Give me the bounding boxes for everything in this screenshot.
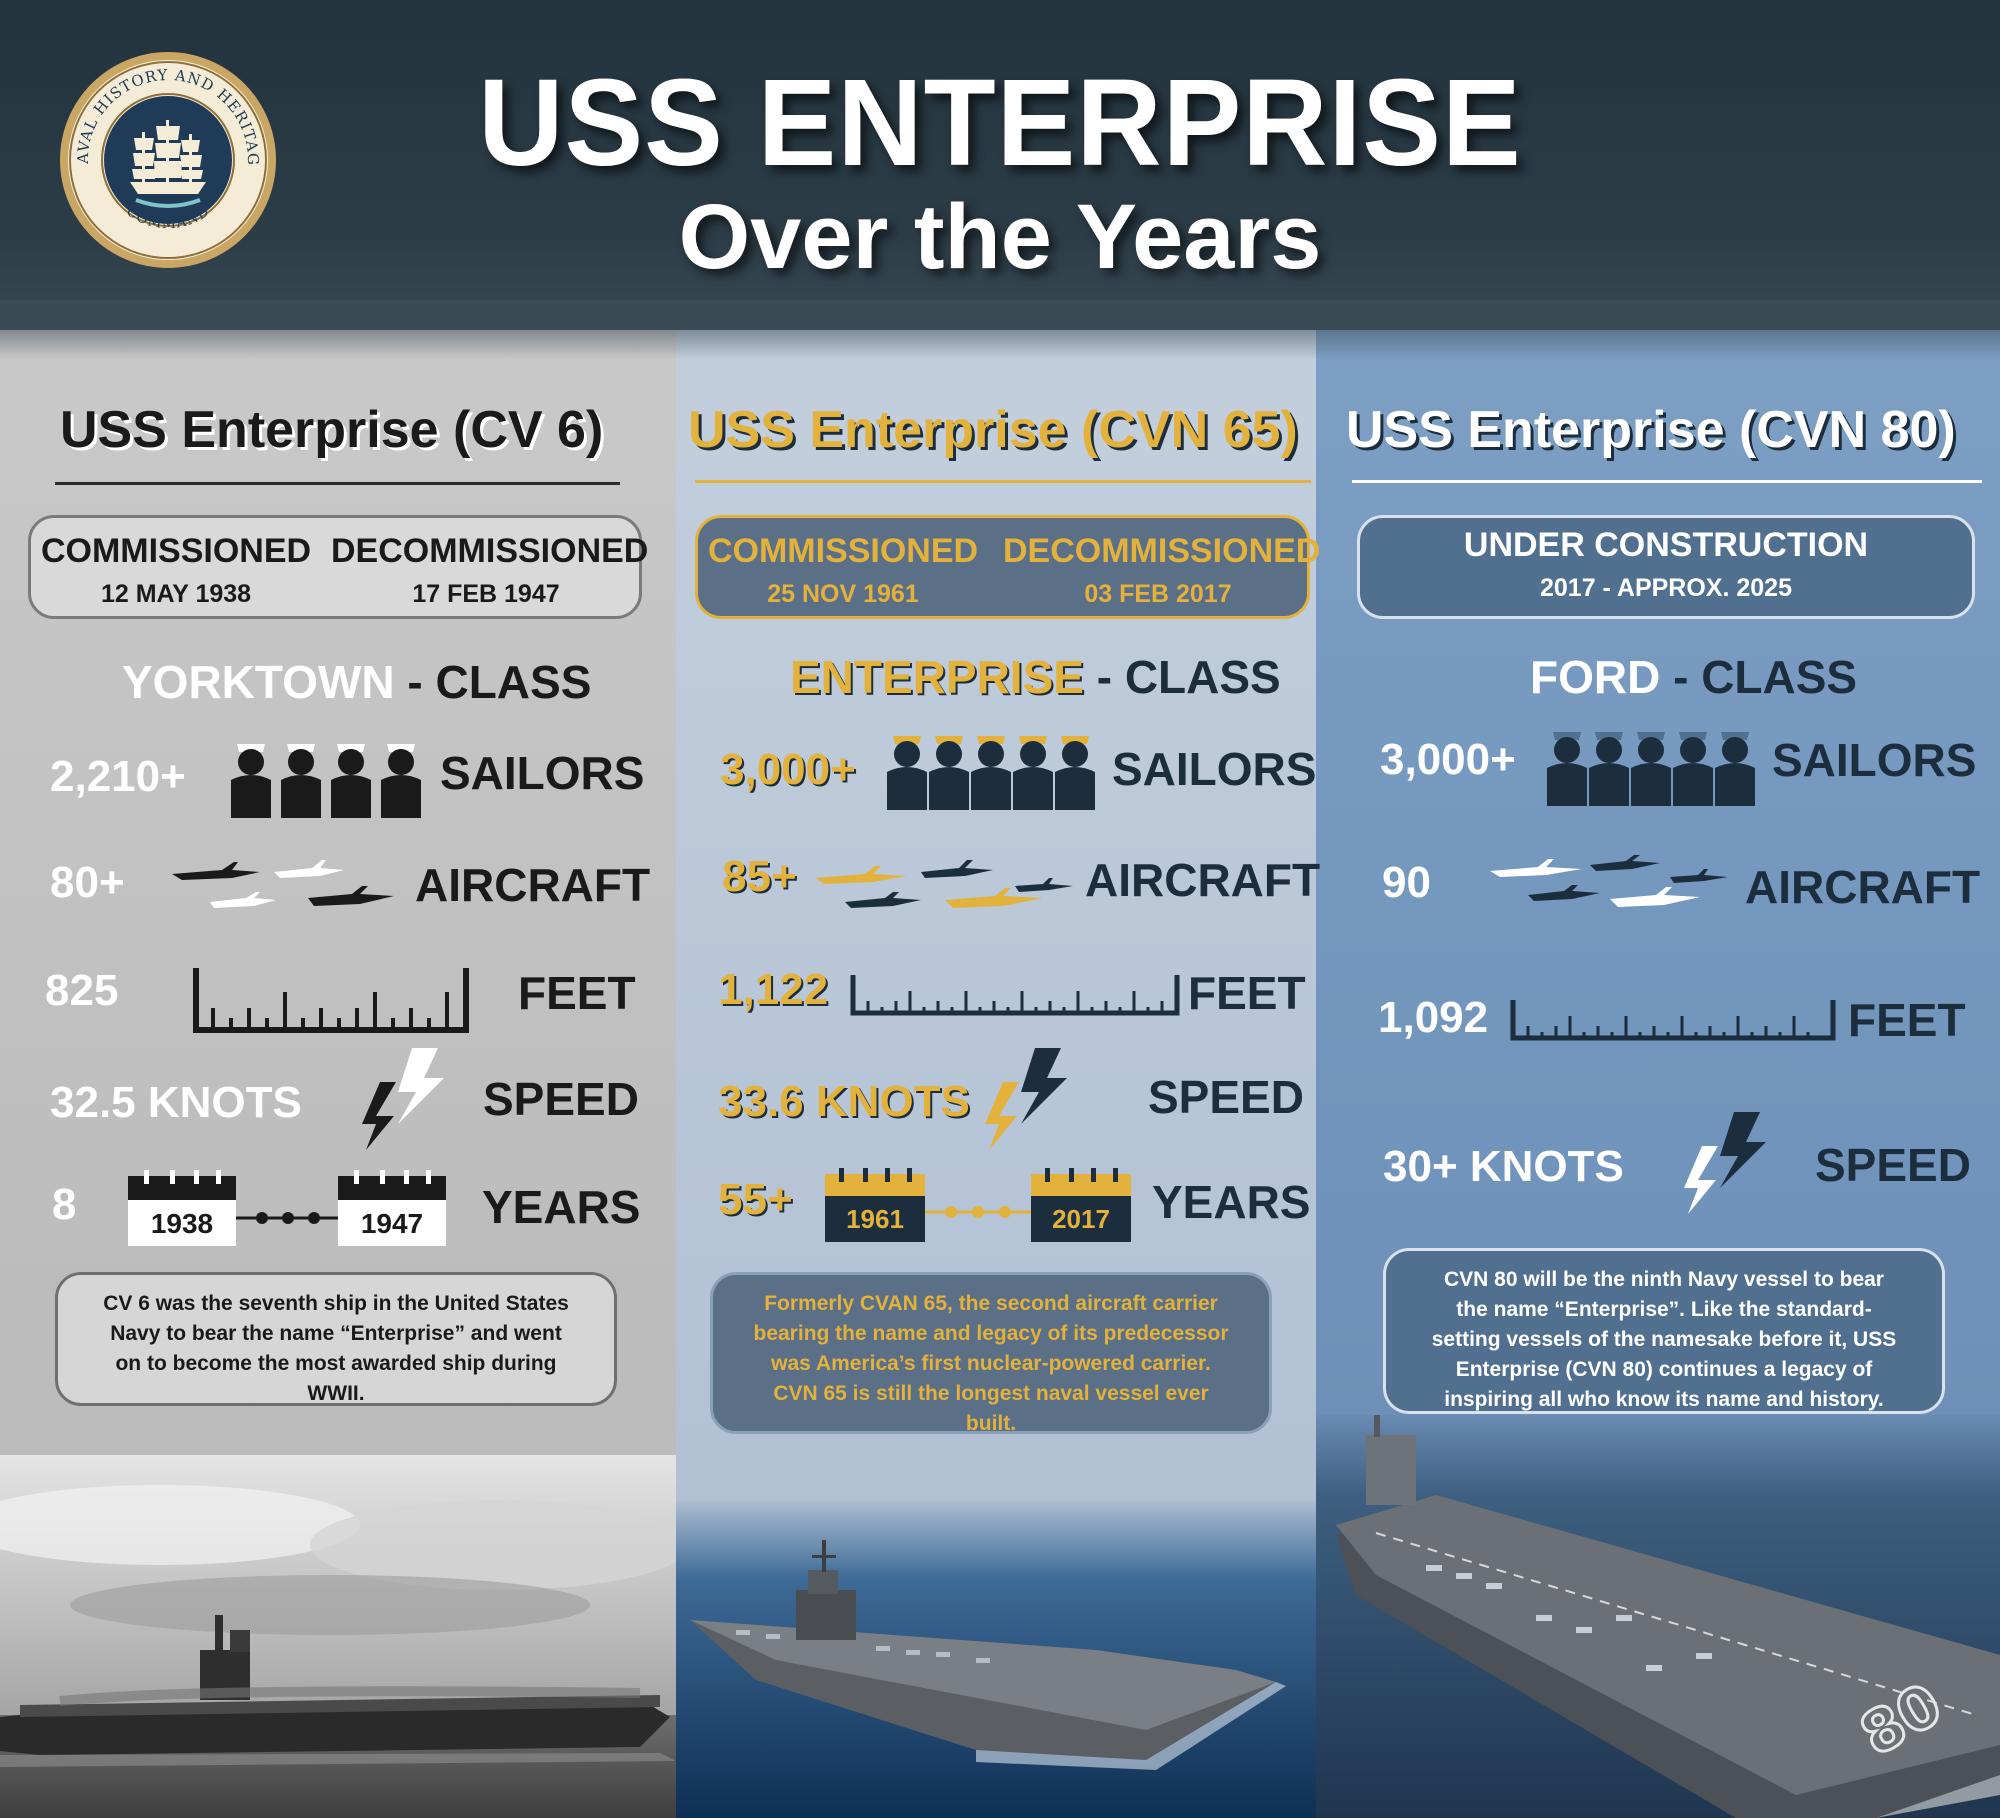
page-title: USS ENTERPRISE	[478, 53, 1522, 193]
aircraft-icons-cv6	[172, 858, 402, 924]
service-dates-cv6: COMMISSIONED 12 MAY 1938 DECOMMISSIONED …	[28, 515, 649, 619]
ruler-icon-cvn80	[1510, 1000, 1836, 1042]
speed-label-cvn65: SPEED	[1148, 1071, 1304, 1123]
speed-value-cv6: 32.5 KNOTS	[50, 1078, 302, 1127]
decommissioned-label: DECOMMISSIONED	[1003, 532, 1321, 570]
aircraft-label-cv6: AIRCRAFT	[415, 859, 651, 911]
feet-label-cvn65: FEET	[1188, 967, 1306, 1019]
sailors-label-cvn65: SAILORS	[1112, 743, 1317, 795]
class-cvn80: FORD - CLASS	[1530, 650, 1857, 704]
commissioned-label: COMMISSIONED	[40, 532, 312, 570]
lightning-icon-cvn65	[985, 1048, 1067, 1150]
calendar-icon	[338, 1170, 446, 1246]
feet-count-cv6: 825	[45, 966, 119, 1015]
service-dates-cvn65: COMMISSIONED 25 NOV 1961 DECOMMISSIONED …	[695, 515, 1321, 619]
year-end: 1947	[360, 1208, 424, 1239]
aircraft-icons-cvn80	[1490, 855, 1730, 917]
sailor-icons-cvn65	[885, 732, 1095, 810]
jet-icon	[815, 860, 1073, 908]
timeline-cvn65: 1961 2017	[825, 1168, 1131, 1242]
header-banner	[0, 0, 2000, 340]
decommissioned-date: 17 FEB 1947	[412, 580, 560, 608]
decommissioned-date: 03 FEB 2017	[1084, 580, 1232, 608]
class-name: ENTERPRISE	[790, 651, 1084, 703]
ship-photo-cvn65	[676, 1500, 1316, 1818]
jet-icon	[1490, 855, 1728, 907]
divider-cvn80	[1352, 480, 1982, 483]
status-label: UNDER CONSTRUCTION	[1463, 526, 1869, 564]
class-name: YORKTOWN	[122, 656, 395, 708]
years-count-cv6: 8	[52, 1180, 77, 1229]
lightning-icon-cvn80	[1684, 1112, 1766, 1214]
feet-label-cvn80: FEET	[1848, 994, 1966, 1046]
aircraft-count-cvn80: 90	[1382, 858, 1431, 907]
ship-name-cvn65: USS Enterprise (CVN 65)	[688, 401, 1298, 459]
divider-cv6	[55, 482, 620, 485]
ship-name-cv6: USS Enterprise (CV 6)	[60, 401, 604, 459]
feet-label-cv6: FEET	[518, 967, 636, 1019]
sailors-label-cv6: SAILORS	[440, 747, 645, 799]
class-suffix: - CLASS	[1673, 651, 1858, 703]
feet-count-cvn80: 1,092	[1378, 993, 1489, 1042]
lightning-icon-cv6	[362, 1048, 444, 1150]
class-suffix: - CLASS	[1096, 651, 1281, 703]
calendar-icon	[1031, 1168, 1131, 1242]
feet-count-cvn65: 1,122	[718, 965, 829, 1014]
timeline-cv6: 1938 1947	[128, 1170, 450, 1248]
aircraft-icons-cvn65	[815, 860, 1085, 920]
calendar-icon	[825, 1168, 925, 1242]
speed-value-cvn80: 30+ KNOTS	[1383, 1142, 1624, 1191]
ship-name-cvn80: USS Enterprise (CVN 80)	[1346, 401, 1956, 459]
ruler-icon-cvn65	[850, 975, 1180, 1017]
aircraft-count-cv6: 80+	[50, 858, 125, 907]
speed-value-cvn65: 33.6 KNOTS	[718, 1077, 970, 1126]
ruler-icon-cv6	[193, 968, 469, 1034]
decommissioned-label: DECOMMISSIONED	[331, 532, 649, 570]
year-start: 1938	[150, 1208, 214, 1239]
year-start: 1961	[846, 1204, 904, 1234]
sailor-icon	[231, 744, 421, 818]
sailor-icon	[1547, 732, 1755, 806]
sailors-count-cvn80: 3,000+	[1380, 735, 1516, 784]
aircraft-count-cvn65: 85+	[722, 852, 797, 901]
speed-label-cvn80: SPEED	[1815, 1139, 1971, 1191]
ship-photo-cvn80: 80	[1316, 1415, 2000, 1818]
page-subtitle: Over the Years	[678, 186, 1322, 288]
commissioned-date: 25 NOV 1961	[767, 580, 919, 608]
header-fade	[0, 300, 2000, 360]
class-name: FORD	[1530, 651, 1661, 703]
commissioned-label: COMMISSIONED	[707, 532, 979, 570]
status-dates: 2017 - APPROX. 2025	[1540, 574, 1792, 602]
class-cv6: YORKTOWN - CLASS	[122, 655, 591, 709]
description-cvn80: CVN 80 will be the ninth Navy vessel to …	[1383, 1248, 1945, 1414]
years-count-cvn65: 55+	[718, 1175, 793, 1224]
sailors-count-cv6: 2,210+	[50, 752, 186, 801]
description-cv6: CV 6 was the seventh ship in the United …	[55, 1272, 617, 1406]
service-dates-cvn80: UNDER CONSTRUCTION 2017 - APPROX. 2025	[1357, 515, 1975, 619]
divider-cvn65	[695, 480, 1311, 483]
sailor-icons-cvn80	[1545, 728, 1755, 806]
aircraft-label-cvn80: AIRCRAFT	[1745, 861, 1981, 913]
calendar-icon	[128, 1170, 236, 1246]
description-cvn65: Formerly CVAN 65, the second aircraft ca…	[710, 1272, 1272, 1435]
ship-photo-cv6	[0, 1455, 676, 1818]
aircraft-label-cvn65: AIRCRAFT	[1085, 854, 1321, 906]
years-label-cv6: YEARS	[482, 1181, 641, 1233]
sailors-label-cvn80: SAILORS	[1772, 734, 1977, 786]
commissioned-date: 12 MAY 1938	[100, 580, 252, 608]
class-suffix: - CLASS	[407, 656, 592, 708]
year-end: 2017	[1052, 1204, 1110, 1234]
sailor-icon	[887, 736, 1095, 810]
years-label-cvn65: YEARS	[1152, 1176, 1311, 1228]
sailors-count-cvn65: 3,000+	[720, 745, 856, 794]
jet-icon	[172, 860, 394, 908]
speed-label-cv6: SPEED	[483, 1073, 639, 1125]
sailor-icons-cv6	[225, 740, 425, 818]
nhhc-seal-logo: NAVAL HISTORY AND HERITAGE COMMAND	[58, 50, 278, 270]
class-cvn65: ENTERPRISE - CLASS	[790, 650, 1281, 704]
